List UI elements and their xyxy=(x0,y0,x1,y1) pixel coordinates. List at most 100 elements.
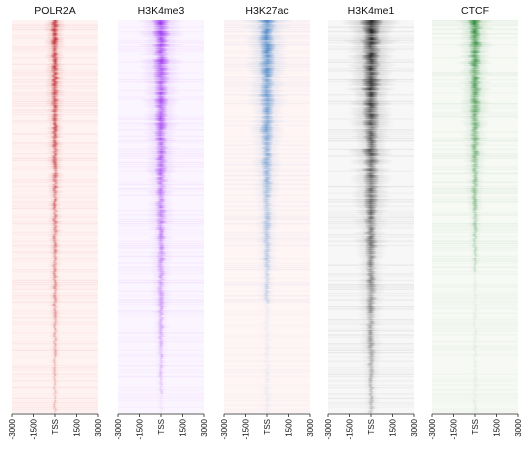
heatmap-row xyxy=(260,399,275,403)
heatmap-row xyxy=(47,105,63,108)
heatmap-row xyxy=(146,192,175,195)
heatmap-row xyxy=(48,209,63,213)
heatmap-row xyxy=(153,336,167,340)
heatmap-row xyxy=(470,332,481,335)
heatmap-row-background xyxy=(12,57,98,59)
heatmap-row xyxy=(245,98,290,102)
heatmap-row xyxy=(257,360,276,364)
heatmap-row-background xyxy=(118,232,204,233)
heatmap-row xyxy=(45,81,66,84)
heatmap-row xyxy=(461,28,489,32)
heatmap-row xyxy=(361,321,382,324)
heatmap-row xyxy=(354,85,389,88)
heatmap-row xyxy=(140,26,184,30)
x-axis-ctcf: -3000 -1500 TSS 1500 3000 xyxy=(428,413,523,439)
heatmap-row xyxy=(360,303,380,307)
heatmap-row-background xyxy=(328,245,414,246)
heatmap-row-background xyxy=(224,136,310,137)
heatmap-row-background xyxy=(432,293,518,294)
heatmap-row xyxy=(247,68,287,71)
heatmap-row xyxy=(359,264,382,268)
heatmap-row-background xyxy=(118,129,204,131)
heatmap-row xyxy=(353,240,389,243)
heatmap-row xyxy=(258,354,275,357)
heatmap-row-background xyxy=(12,310,98,311)
heatmap-row xyxy=(138,65,183,69)
heatmap-row xyxy=(49,153,62,156)
heatmap-row-background xyxy=(432,172,518,175)
heatmap-row xyxy=(468,209,481,213)
heatmap-row-background xyxy=(328,225,414,226)
heatmap-row xyxy=(461,96,488,99)
heatmap-row xyxy=(470,354,481,357)
heatmap-row-background xyxy=(432,181,518,183)
heatmap-row-background xyxy=(12,297,98,298)
heatmap-row xyxy=(457,81,493,84)
heatmap-row-background xyxy=(328,369,414,370)
heatmap-row xyxy=(349,81,393,84)
heatmap-row xyxy=(152,231,170,235)
heatmap-row xyxy=(470,323,479,326)
heatmap-row xyxy=(360,310,381,313)
heatmap-row-background xyxy=(224,61,310,62)
heatmap-row-background xyxy=(328,199,414,201)
heatmap-row-background xyxy=(12,88,98,89)
heatmap-row xyxy=(365,404,377,407)
heatmap-row-background xyxy=(224,326,310,327)
heatmap-row xyxy=(248,120,287,123)
heatmap-row xyxy=(247,126,286,130)
heatmap-row xyxy=(470,251,479,254)
heatmap-row xyxy=(257,388,276,392)
heatmap-row xyxy=(346,111,394,115)
heatmap-row xyxy=(459,35,490,38)
heatmap-row xyxy=(258,332,277,335)
heatmap-row xyxy=(470,375,481,379)
heatmap-row xyxy=(252,137,281,141)
heatmap-row xyxy=(154,388,168,392)
heatmap-row xyxy=(145,135,175,139)
heatmap-row xyxy=(358,271,385,274)
heatmap-row-background xyxy=(328,134,414,135)
heatmap-row xyxy=(43,24,68,27)
heatmap-row xyxy=(361,319,381,322)
heatmap-row xyxy=(355,133,388,137)
heatmap-row-background xyxy=(328,155,414,157)
heatmap-row xyxy=(349,109,392,112)
heatmap-row-background xyxy=(224,183,310,186)
heatmap-row xyxy=(459,109,491,112)
heatmap-row xyxy=(257,336,276,340)
heatmap-row-background xyxy=(328,37,414,39)
heatmap-row-background xyxy=(432,319,518,320)
heatmap-row-background xyxy=(12,159,98,162)
heatmap-row-background xyxy=(12,282,98,284)
heatmap-row xyxy=(52,408,60,412)
heatmap-row xyxy=(50,279,60,283)
heatmap-row xyxy=(455,20,494,23)
heatmap-row xyxy=(470,268,480,272)
heatmap-row xyxy=(463,148,487,152)
heatmap-row xyxy=(463,57,488,60)
heatmap-row-background xyxy=(224,398,310,399)
heatmap-row xyxy=(257,247,278,250)
heatmap-row xyxy=(258,382,275,385)
heatmap-row-background xyxy=(328,264,414,266)
heatmap-row-background xyxy=(12,288,98,290)
heatmap-row xyxy=(353,205,388,209)
heatmap-row xyxy=(261,323,274,326)
heatmap-row xyxy=(258,262,275,265)
heatmap-row xyxy=(143,137,178,141)
heatmap-row xyxy=(348,168,393,171)
heatmap-row xyxy=(155,356,168,359)
heatmap-row-background xyxy=(432,326,518,327)
heatmap-row xyxy=(46,87,63,91)
heatmap-row xyxy=(460,116,488,119)
heatmap-row-background xyxy=(432,105,518,106)
panel-h3k27ac: H3K27ac -3000 -1500 TSS 1500 3000 xyxy=(220,5,315,439)
heatmap-row xyxy=(48,334,61,337)
heatmap-row xyxy=(146,111,176,115)
heatmap-row-background xyxy=(224,24,310,26)
heatmap-row-background xyxy=(12,100,98,103)
heatmap-row-background xyxy=(12,402,98,404)
heatmap-row xyxy=(359,364,383,368)
heatmap-row xyxy=(45,76,67,80)
